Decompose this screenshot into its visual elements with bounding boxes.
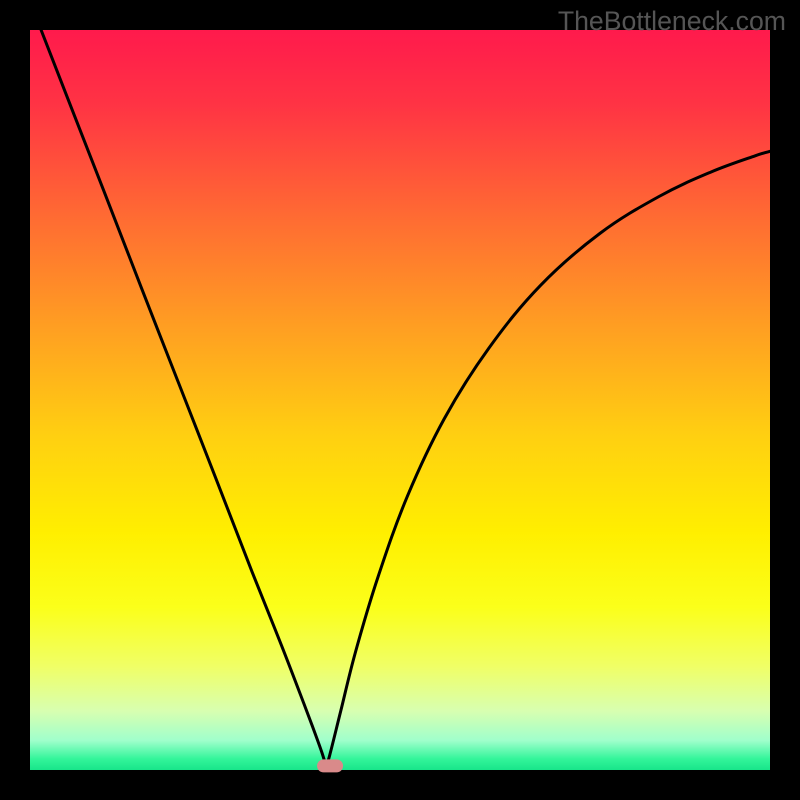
optimal-point-marker <box>317 759 343 772</box>
chart-frame: TheBottleneck.com <box>0 0 800 800</box>
plot-area <box>30 30 770 770</box>
bottleneck-curve <box>30 30 770 770</box>
watermark-text: TheBottleneck.com <box>558 6 786 37</box>
